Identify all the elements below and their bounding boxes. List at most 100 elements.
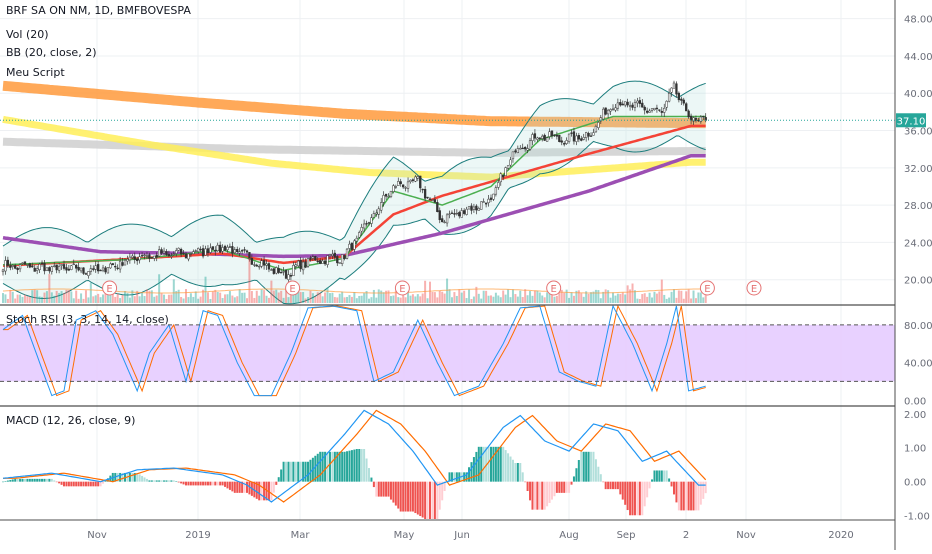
volume-bar-223 [546,292,549,303]
legend-symbol[interactable]: BRF SA ON NM, 1D, BMFBOVESPA [6,4,191,17]
time-axis[interactable]: Nov 2019 Mar May Jun Aug Sep 2 Nov 2020 [87,530,853,541]
volume-bar-151 [370,297,373,303]
macd-hist-bar-197 [482,446,485,482]
volume-bar-130 [319,292,322,303]
volume-bar-62 [153,296,156,303]
volume-bar-33 [82,298,85,303]
macd-hist-bar-91 [224,481,227,487]
volume-bar-238 [582,296,585,303]
macd-hist-bar-183 [448,472,451,482]
candle-body-45 [111,263,114,266]
volume-bar-114 [280,290,283,303]
candle-body-198 [484,202,488,205]
candle-body-112 [275,267,278,274]
candle-body-182 [445,214,449,224]
volume-bar-164 [402,290,405,303]
macd-hist-bar-11 [28,478,31,482]
candle-body-216 [528,140,532,150]
legend-bb[interactable]: BB (20, close, 2) [6,46,97,59]
volume-bar-18 [45,291,48,303]
volume-bar-193 [472,296,475,303]
candle-body-82 [201,248,205,257]
volume-bar-21 [53,295,56,303]
volume-bar-278 [680,290,683,303]
macd-hist-bar-241 [590,451,593,482]
volume-bar-196 [480,298,483,303]
candle-body-44 [109,263,112,269]
volume-bar-207 [507,289,510,303]
macd-hist-bar-205 [502,446,505,482]
macd-hist-bar-163 [399,481,402,512]
macd-hist-bar-32 [80,481,83,487]
candle-body-28 [70,265,73,270]
volume-bar-29 [72,298,75,303]
candle-body-166 [406,181,410,189]
candle-body-178 [436,202,439,212]
macd-tick-0: 2.00 [904,410,926,421]
candle-body-241 [589,135,593,137]
macd-hist-bar-112 [275,481,278,485]
earnings-marker-1 [285,280,301,296]
macd-hist-bar-172 [421,481,424,518]
macd-hist-bar-277 [677,481,680,511]
candle-body-134 [328,254,332,256]
macd-hist-bar-229 [560,481,563,493]
macd-hist-bar-84 [206,481,209,486]
volume-bar-201 [492,296,495,303]
candle-body-194 [475,205,478,211]
candle-body-240 [587,133,590,137]
volume-bar-132 [324,292,327,303]
volume-bar-262 [641,294,644,303]
candle-body-123 [301,261,305,271]
macd-hist-bar-31 [77,481,80,487]
macd-hist-bar-219 [536,481,539,510]
macd-hist-bar-159 [389,481,392,500]
macd-hist-bar-186 [455,472,458,482]
candle-body-76 [187,253,190,260]
macd-hist-bar-87 [214,481,217,486]
candle-body-81 [199,248,202,251]
macd-hist-bar-1 [4,481,7,482]
legend-vol[interactable]: Vol (20) [6,28,49,41]
macd-hist-bar-193 [472,457,475,482]
volume-bar-12 [31,290,34,303]
candle-body-114 [280,272,283,274]
earnings-marker-label-1: E [289,284,295,295]
macd-hist-bar-54 [133,472,136,482]
macd-hist-bar-141 [346,451,349,482]
legend-macd[interactable]: MACD (12, 26, close, 9) [6,414,135,427]
volume-bar-88 [216,292,219,303]
macd-hist-bar-226 [553,481,556,497]
volume-bar-38 [94,295,97,303]
candle-body-2 [6,259,10,266]
candle-body-120 [294,264,297,267]
macd-hist-bar-165 [404,481,407,512]
candle-body-220 [538,137,541,139]
candle-body-235 [575,135,578,142]
volume-bar-205 [502,290,505,303]
macd-hist-bar-40 [99,481,102,487]
price-axis[interactable]: 48.00 44.00 40.00 36.00 32.00 28.00 24.00 20.00… [904,15,932,523]
macd-hist-bar-117 [287,461,290,482]
legend-script[interactable]: Meu Script [6,66,65,79]
price-tick-6: 24.00 [904,238,932,249]
volume-bar-58 [143,296,146,303]
volume-bar-268 [655,293,658,303]
macd-hist-bar-168 [411,481,414,512]
volume-bar-240 [587,293,590,303]
candle-body-143 [350,242,354,250]
stoch-k-line [2,304,706,397]
candle-body-21 [53,265,56,267]
volume-bar-200 [490,295,492,303]
macd-hist-bar-55 [136,472,139,482]
volume-bar-237 [580,293,583,303]
legend-stoch[interactable]: Stoch RSI (3, 3, 14, 14, close) [6,313,169,326]
candle-body-203 [497,182,500,188]
volume-bar-105 [258,295,261,303]
macd-hist-bar-231 [565,481,568,493]
candle-body-252 [616,102,620,109]
candle-body-211 [516,148,519,153]
macd-hist-bar-194 [475,451,478,482]
